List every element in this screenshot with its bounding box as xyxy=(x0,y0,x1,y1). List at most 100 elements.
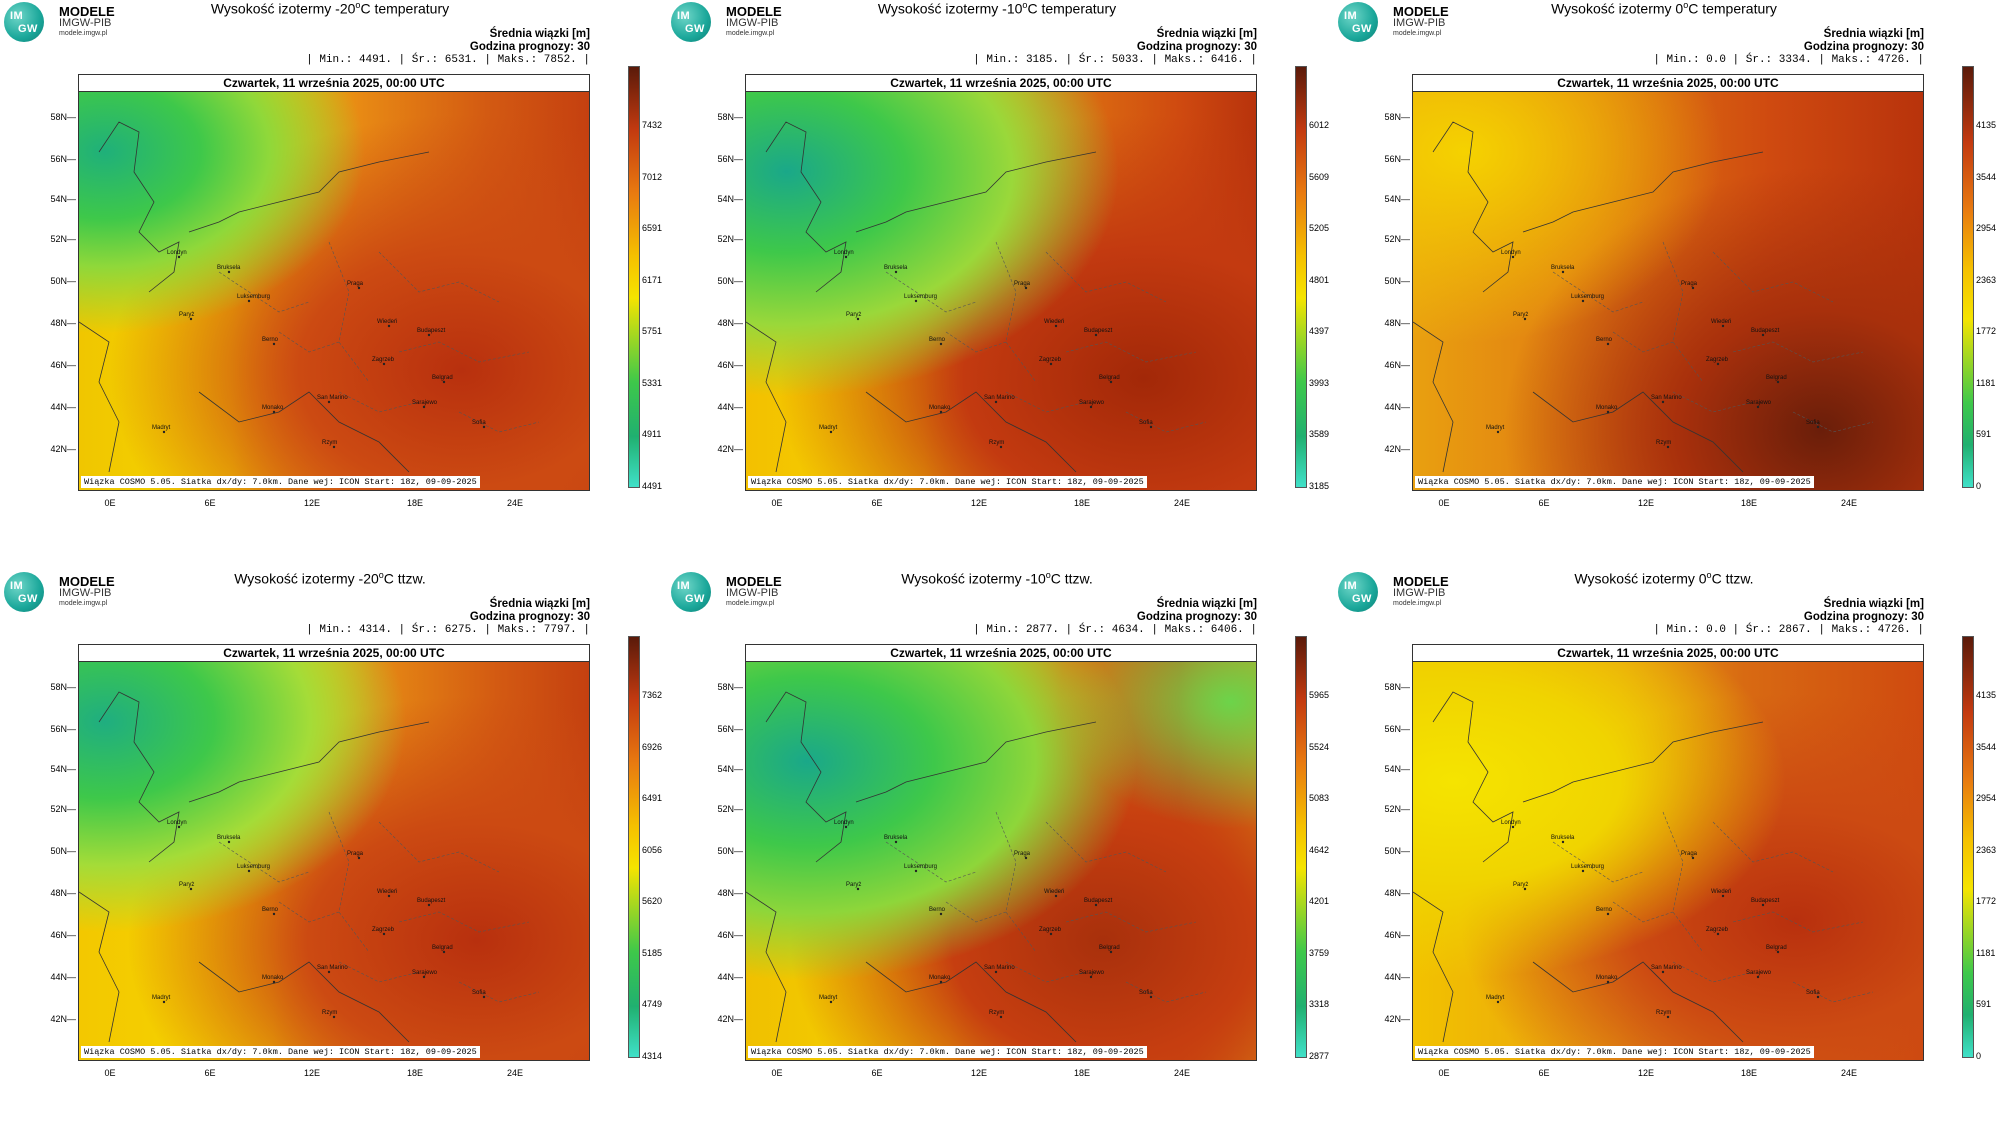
svg-text:Londyn: Londyn xyxy=(167,820,187,826)
colorbar-tick: 5083 xyxy=(1309,793,1330,803)
map-outline: Londyn Bruksela Luksemburg Paryż Praga Wiedeń… xyxy=(79,121,540,473)
map-view[interactable]: Czwartek, 11 września 2025, 00:00 UTC Lo… xyxy=(78,74,590,491)
logo-line2: IMGW-PIB xyxy=(726,587,779,599)
lat-label: 54N— xyxy=(717,194,743,204)
lat-label: 54N— xyxy=(50,194,76,204)
color-bar xyxy=(1295,66,1307,488)
stats-values: | Min.: 4491. | Śr.: 6531. | Maks.: 7852… xyxy=(306,54,590,66)
svg-text:Wiedeń: Wiedeń xyxy=(377,889,397,895)
imgw-logo[interactable]: IM GW MODELE IMGW-PIB modele.imgw.pl xyxy=(1338,572,1488,614)
lat-label: 44N— xyxy=(1384,402,1410,412)
city-marker: Monako xyxy=(262,975,284,984)
svg-text:Zagrzeb: Zagrzeb xyxy=(372,357,395,363)
imgw-logo[interactable]: IM GW MODELE IMGW-PIB modele.imgw.pl xyxy=(671,572,821,614)
color-bar xyxy=(1962,636,1974,1058)
city-marker: San Marino xyxy=(1651,395,1682,404)
city-marker: Londyn xyxy=(1501,250,1521,259)
svg-text:Belgrad: Belgrad xyxy=(1766,375,1787,381)
svg-text:Wiedeń: Wiedeń xyxy=(1711,319,1731,325)
city-marker: Rzym xyxy=(322,440,337,449)
logo-line3: modele.imgw.pl xyxy=(59,30,108,37)
svg-text:San Marino: San Marino xyxy=(984,965,1015,971)
svg-text:Luksemburg: Luksemburg xyxy=(237,294,270,300)
lat-label: 46N— xyxy=(1384,360,1410,370)
colorbar-tick: 6171 xyxy=(642,274,663,285)
lon-label: 0E xyxy=(104,1068,116,1078)
svg-text:Londyn: Londyn xyxy=(834,250,854,256)
map-outline: Londyn Bruksela Luksemburg Paryż Praga Wiedeń… xyxy=(1413,121,1874,473)
svg-text:Zagrzeb: Zagrzeb xyxy=(372,927,395,933)
lon-label: 6E xyxy=(204,498,216,508)
forecast-hour: Godzina prognozy: 30 xyxy=(469,41,590,53)
lon-label: 12E xyxy=(303,498,320,508)
stats-values: | Min.: 2877. | Śr.: 4634. | Maks.: 6406… xyxy=(973,624,1257,636)
isotherm-field xyxy=(746,662,1256,1060)
city-marker: Berno xyxy=(929,337,946,346)
lon-label: 6E xyxy=(1538,1068,1550,1078)
svg-text:Madryt: Madryt xyxy=(1486,425,1505,431)
svg-text:Budapeszt: Budapeszt xyxy=(1751,328,1780,334)
svg-text:Madryt: Madryt xyxy=(152,995,171,1001)
colorbar-tick: 3185 xyxy=(1309,480,1330,491)
logo-line1: MODELE xyxy=(1393,4,1449,19)
city-marker: Madryt xyxy=(152,995,171,1004)
svg-text:Budapeszt: Budapeszt xyxy=(417,328,446,334)
city-marker: Zagrzeb xyxy=(1706,357,1729,366)
lat-label: 46N— xyxy=(1384,930,1410,940)
logo-line1: MODELE xyxy=(59,4,115,19)
lat-label: 44N— xyxy=(1384,972,1410,982)
lat-label: 42N— xyxy=(1384,1014,1410,1024)
svg-text:Berno: Berno xyxy=(1596,337,1613,343)
model-footer: Wiązka COSMO 5.05. Siatka dx/dy: 7.0km. … xyxy=(748,476,1147,488)
colorbar-tick: 6591 xyxy=(642,223,663,233)
lon-label: 6E xyxy=(204,1068,216,1078)
map-panel-1: IM GW MODELE IMGW-PIB modele.imgw.pl Wysok… xyxy=(0,0,663,560)
map-view[interactable]: Czwartek, 11 września 2025, 00:00 UTC Lo… xyxy=(1412,644,1924,1061)
color-bar xyxy=(628,66,640,488)
city-marker: Berno xyxy=(929,907,946,916)
forecast-hour: Godzina prognozy: 30 xyxy=(1136,611,1257,623)
lon-label: 18E xyxy=(406,498,423,508)
logo-line2: IMGW-PIB xyxy=(59,587,112,599)
city-marker: Bruksela xyxy=(1551,835,1575,844)
svg-text:Bruksela: Bruksela xyxy=(217,265,241,271)
imgw-logo[interactable]: IM GW MODELE IMGW-PIB modele.imgw.pl xyxy=(1338,2,1488,44)
imgw-logo[interactable]: IM GW MODELE IMGW-PIB modele.imgw.pl xyxy=(4,572,154,614)
colorbar-tick: 6012 xyxy=(1309,120,1330,130)
lon-label: 12E xyxy=(970,498,987,508)
city-marker: Rzym xyxy=(989,440,1004,449)
lon-label: 6E xyxy=(1538,498,1550,508)
svg-text:Bruksela: Bruksela xyxy=(217,835,241,841)
lat-label: 58N— xyxy=(50,112,76,122)
lon-label: 24E xyxy=(1840,1068,1857,1078)
city-marker: Sofia xyxy=(1806,420,1820,429)
stats-block: Średnia wiązki [m] Godzina prognozy: 30 … xyxy=(973,598,1257,637)
map-view[interactable]: Czwartek, 11 września 2025, 00:00 UTC Lo… xyxy=(1412,74,1924,491)
svg-text:Zagrzeb: Zagrzeb xyxy=(1039,927,1062,933)
colorbar-tick: 4491 xyxy=(642,480,663,491)
city-marker: Rzym xyxy=(322,1010,337,1019)
map-panel-4: IM GW MODELE IMGW-PIB modele.imgw.pl Wysok… xyxy=(0,570,662,1130)
avg-label: Średnia wiązki [m] xyxy=(1156,598,1257,610)
lat-label: 52N— xyxy=(50,234,76,244)
lon-label: 24E xyxy=(506,1068,523,1078)
city-marker: Sofia xyxy=(472,990,486,999)
lon-label: 24E xyxy=(506,498,523,508)
imgw-logo[interactable]: IM GW MODELE IMGW-PIB modele.imgw.pl xyxy=(4,2,154,44)
lat-label: 48N— xyxy=(717,888,743,898)
svg-text:Paryż: Paryż xyxy=(179,312,194,318)
svg-text:Rzym: Rzym xyxy=(1656,440,1671,446)
svg-text:Praga: Praga xyxy=(347,281,364,287)
map-view[interactable]: Czwartek, 11 września 2025, 00:00 UTC Lo… xyxy=(745,644,1257,1061)
city-marker: Berno xyxy=(262,907,279,916)
svg-text:Sofia: Sofia xyxy=(1139,420,1153,426)
city-marker: Belgrad xyxy=(432,375,453,384)
svg-text:Sarajewo: Sarajewo xyxy=(1079,400,1105,406)
avg-label: Średnia wiązki [m] xyxy=(489,598,590,610)
imgw-logo[interactable]: IM GW MODELE IMGW-PIB modele.imgw.pl xyxy=(671,2,821,44)
map-view[interactable]: Czwartek, 11 września 2025, 00:00 UTC Lo… xyxy=(745,74,1257,491)
svg-text:Madryt: Madryt xyxy=(152,425,171,431)
color-bar xyxy=(1295,636,1307,1058)
city-marker: Wiedeń xyxy=(377,319,397,328)
map-view[interactable]: Czwartek, 11 września 2025, 00:00 UTC Lo… xyxy=(78,644,590,1061)
